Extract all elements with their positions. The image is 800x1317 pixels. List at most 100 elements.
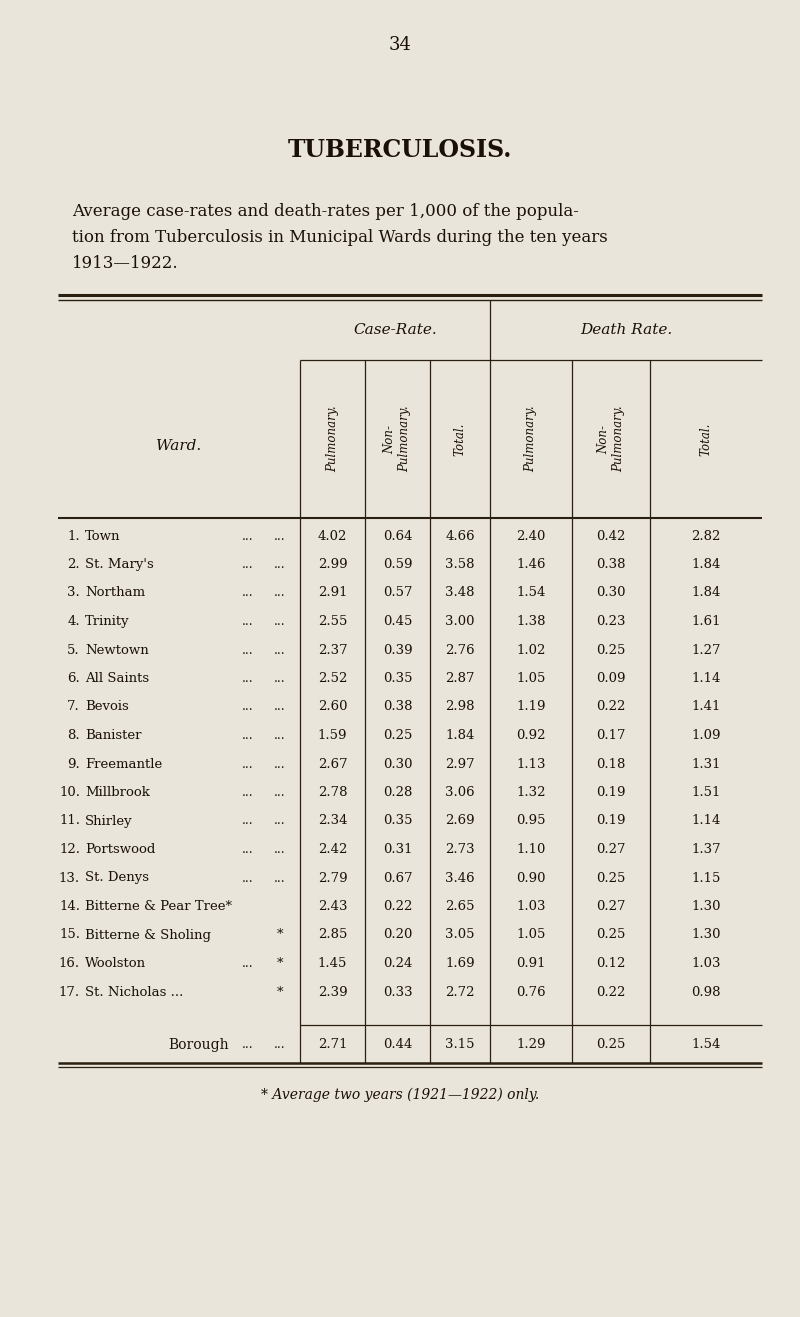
- Text: 0.17: 0.17: [596, 730, 626, 741]
- Text: ...: ...: [274, 872, 286, 885]
- Text: Trinity: Trinity: [85, 615, 130, 628]
- Text: 1.29: 1.29: [516, 1038, 546, 1051]
- Text: 2.78: 2.78: [318, 786, 347, 799]
- Text: 0.27: 0.27: [596, 843, 626, 856]
- Text: 2.60: 2.60: [318, 701, 347, 714]
- Text: Total.: Total.: [454, 423, 466, 456]
- Text: 8.: 8.: [67, 730, 80, 741]
- Text: Freemantle: Freemantle: [85, 757, 162, 770]
- Text: 0.25: 0.25: [596, 872, 626, 885]
- Text: 0.33: 0.33: [382, 985, 412, 998]
- Text: 1913—1922.: 1913—1922.: [72, 255, 178, 273]
- Text: 11.: 11.: [59, 814, 80, 827]
- Text: 3.06: 3.06: [445, 786, 475, 799]
- Text: 1.84: 1.84: [691, 558, 721, 572]
- Text: ...: ...: [242, 1038, 254, 1051]
- Text: 0.25: 0.25: [596, 644, 626, 656]
- Text: Banister: Banister: [85, 730, 142, 741]
- Text: 2.79: 2.79: [318, 872, 347, 885]
- Text: 2.71: 2.71: [318, 1038, 347, 1051]
- Text: Bitterne & Pear Tree*: Bitterne & Pear Tree*: [85, 900, 232, 913]
- Text: 0.09: 0.09: [596, 672, 626, 685]
- Text: 0.28: 0.28: [383, 786, 412, 799]
- Text: 1.54: 1.54: [516, 586, 546, 599]
- Text: 1.54: 1.54: [691, 1038, 721, 1051]
- Text: 4.66: 4.66: [445, 529, 475, 543]
- Text: Non-
Pulmonary.: Non- Pulmonary.: [383, 406, 411, 473]
- Text: 0.90: 0.90: [516, 872, 546, 885]
- Text: 0.19: 0.19: [596, 786, 626, 799]
- Text: ...: ...: [274, 814, 286, 827]
- Text: 4.02: 4.02: [318, 529, 347, 543]
- Text: ...: ...: [274, 1038, 286, 1051]
- Text: 0.39: 0.39: [382, 644, 412, 656]
- Text: ...: ...: [242, 672, 254, 685]
- Text: 1.59: 1.59: [318, 730, 347, 741]
- Text: 1.14: 1.14: [691, 672, 721, 685]
- Text: ...: ...: [242, 558, 254, 572]
- Text: Shirley: Shirley: [85, 814, 133, 827]
- Text: 0.12: 0.12: [596, 957, 626, 971]
- Text: *: *: [277, 957, 283, 971]
- Text: 2.55: 2.55: [318, 615, 347, 628]
- Text: 4.: 4.: [67, 615, 80, 628]
- Text: ...: ...: [242, 730, 254, 741]
- Text: tion from Tuberculosis in Municipal Wards during the ten years: tion from Tuberculosis in Municipal Ward…: [72, 229, 608, 246]
- Text: ...: ...: [274, 757, 286, 770]
- Text: 1.: 1.: [67, 529, 80, 543]
- Text: ...: ...: [274, 730, 286, 741]
- Text: 3.46: 3.46: [445, 872, 475, 885]
- Text: Bitterne & Sholing: Bitterne & Sholing: [85, 928, 211, 942]
- Text: Average case-rates and death-rates per 1,000 of the popula-: Average case-rates and death-rates per 1…: [72, 204, 579, 220]
- Text: 13.: 13.: [59, 872, 80, 885]
- Text: 0.38: 0.38: [596, 558, 626, 572]
- Text: ...: ...: [242, 843, 254, 856]
- Text: 1.69: 1.69: [445, 957, 475, 971]
- Text: ...: ...: [274, 615, 286, 628]
- Text: 0.24: 0.24: [383, 957, 412, 971]
- Text: 1.03: 1.03: [691, 957, 721, 971]
- Text: 0.30: 0.30: [382, 757, 412, 770]
- Text: 1.31: 1.31: [691, 757, 721, 770]
- Text: ...: ...: [242, 529, 254, 543]
- Text: 2.: 2.: [67, 558, 80, 572]
- Text: St. Nicholas ...: St. Nicholas ...: [85, 985, 183, 998]
- Text: 3.05: 3.05: [446, 928, 474, 942]
- Text: 1.14: 1.14: [691, 814, 721, 827]
- Text: 1.15: 1.15: [691, 872, 721, 885]
- Text: St. Mary's: St. Mary's: [85, 558, 154, 572]
- Text: Town: Town: [85, 529, 121, 543]
- Text: Newtown: Newtown: [85, 644, 149, 656]
- Text: 2.87: 2.87: [446, 672, 474, 685]
- Text: 2.67: 2.67: [318, 757, 347, 770]
- Text: 7.: 7.: [67, 701, 80, 714]
- Text: 2.40: 2.40: [516, 529, 546, 543]
- Text: 0.22: 0.22: [596, 985, 626, 998]
- Text: 2.82: 2.82: [691, 529, 721, 543]
- Text: 9.: 9.: [67, 757, 80, 770]
- Text: 2.73: 2.73: [445, 843, 475, 856]
- Text: ...: ...: [242, 701, 254, 714]
- Text: 0.27: 0.27: [596, 900, 626, 913]
- Text: * Average two years (1921—1922) only.: * Average two years (1921—1922) only.: [261, 1088, 539, 1102]
- Text: 0.64: 0.64: [382, 529, 412, 543]
- Text: Ward.: Ward.: [156, 440, 202, 453]
- Text: 0.95: 0.95: [516, 814, 546, 827]
- Text: 0.22: 0.22: [383, 900, 412, 913]
- Text: Non-
Pulmonary.: Non- Pulmonary.: [597, 406, 625, 473]
- Text: 2.99: 2.99: [318, 558, 347, 572]
- Text: 3.00: 3.00: [446, 615, 474, 628]
- Text: 0.18: 0.18: [596, 757, 626, 770]
- Text: 6.: 6.: [67, 672, 80, 685]
- Text: ...: ...: [274, 701, 286, 714]
- Text: 0.38: 0.38: [382, 701, 412, 714]
- Text: 0.59: 0.59: [382, 558, 412, 572]
- Text: ...: ...: [242, 615, 254, 628]
- Text: 0.35: 0.35: [382, 814, 412, 827]
- Text: Portswood: Portswood: [85, 843, 155, 856]
- Text: 1.51: 1.51: [691, 786, 721, 799]
- Text: 1.32: 1.32: [516, 786, 546, 799]
- Text: 0.25: 0.25: [596, 1038, 626, 1051]
- Text: 2.76: 2.76: [445, 644, 475, 656]
- Text: *: *: [277, 928, 283, 942]
